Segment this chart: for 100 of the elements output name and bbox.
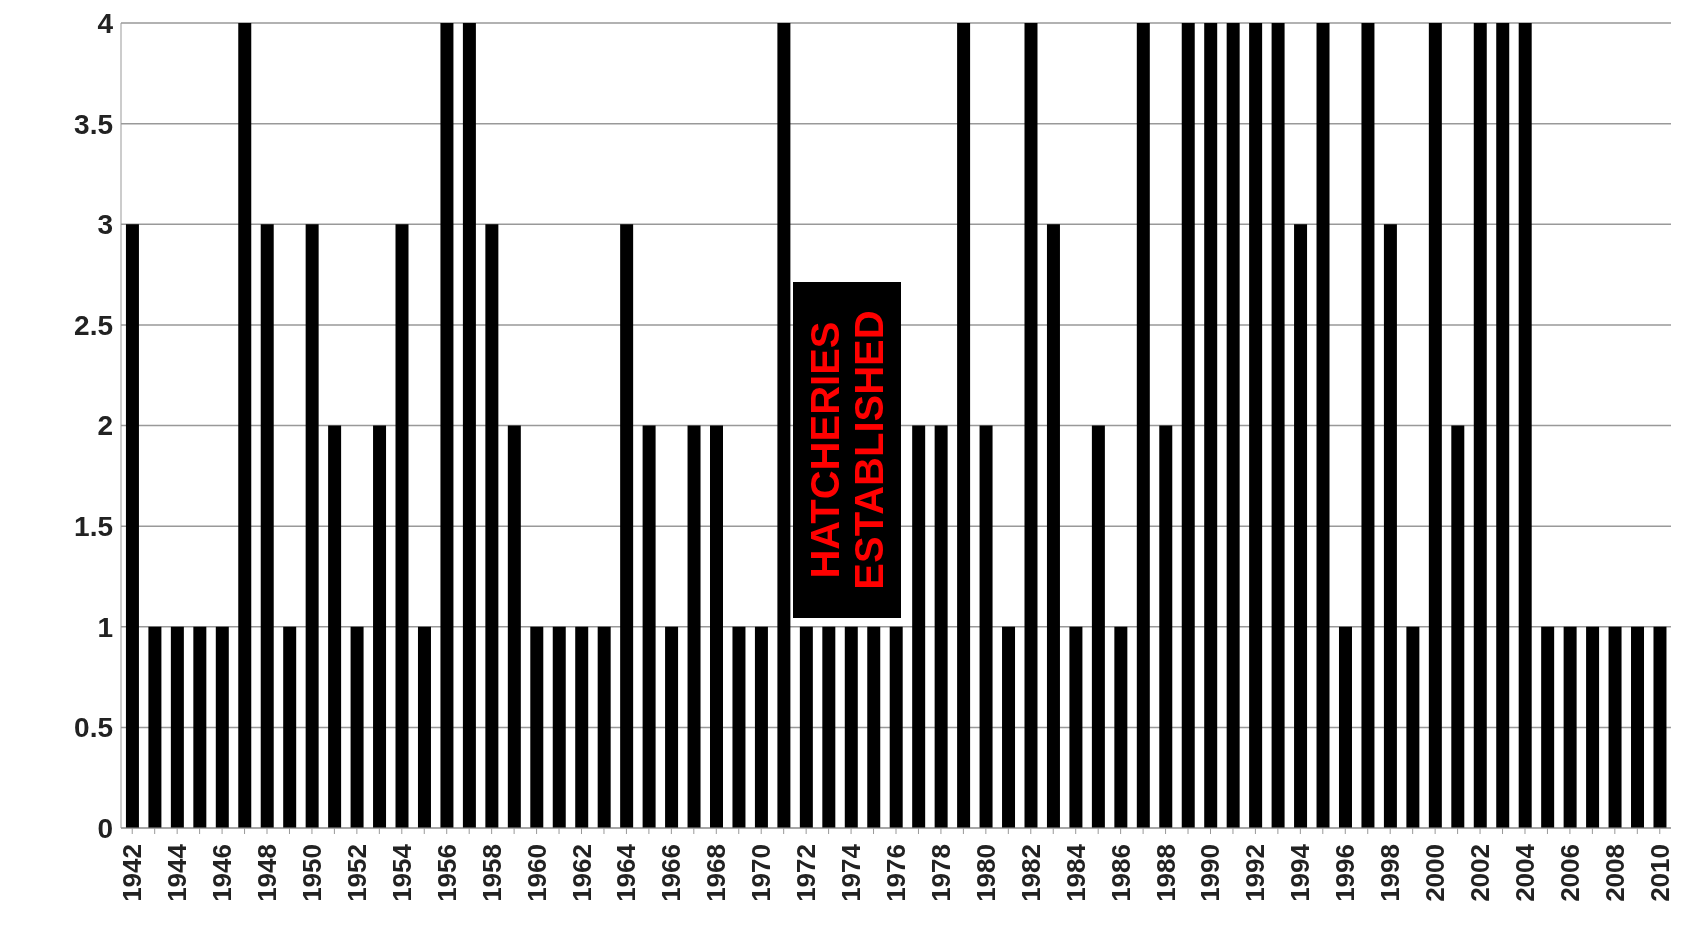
x-tick-label: 2006 <box>1554 844 1585 902</box>
bar <box>1406 626 1420 828</box>
y-tick-label: 0.5 <box>74 712 113 744</box>
x-tick-label: 1948 <box>252 844 283 902</box>
bar <box>1631 626 1645 828</box>
x-tick-label: 1942 <box>117 844 148 902</box>
y-tick-label: 3.5 <box>74 108 113 140</box>
bar <box>732 626 746 828</box>
bar <box>1181 23 1195 828</box>
bar <box>1159 425 1173 828</box>
x-tick-label: 2010 <box>1644 844 1675 902</box>
x-tick-label: 1960 <box>521 844 552 902</box>
bar <box>1608 626 1622 828</box>
x-tick-label: 2000 <box>1420 844 1451 902</box>
x-tick-label: 1970 <box>746 844 777 902</box>
bar <box>687 425 701 828</box>
bar <box>395 224 409 828</box>
x-tick-label: 1958 <box>476 844 507 902</box>
bar <box>1271 23 1285 828</box>
bar <box>1226 23 1240 828</box>
bar <box>1541 626 1555 828</box>
x-tick-label: 1966 <box>656 844 687 902</box>
bar <box>440 23 454 828</box>
bar <box>844 626 858 828</box>
bar <box>1518 23 1532 828</box>
bar <box>957 23 971 828</box>
bar <box>215 626 229 828</box>
bar <box>1338 626 1352 828</box>
bar <box>1046 224 1060 828</box>
bar <box>1249 23 1263 828</box>
bar <box>1069 626 1083 828</box>
bar <box>710 425 723 828</box>
x-tick-label: 2008 <box>1599 844 1630 902</box>
bar <box>1204 23 1218 828</box>
bar <box>148 626 162 828</box>
bar <box>530 626 544 828</box>
bar <box>979 425 993 828</box>
y-tick-label: 3 <box>97 209 113 241</box>
bar <box>1586 626 1600 828</box>
bar <box>350 626 364 828</box>
bar <box>1114 626 1128 828</box>
x-tick-label: 1994 <box>1285 843 1316 902</box>
x-tick-label: 1984 <box>1060 843 1091 902</box>
y-tick-label: 1 <box>97 611 113 643</box>
bar <box>1136 23 1150 828</box>
bar <box>822 626 836 828</box>
bar <box>754 626 768 828</box>
bar <box>777 23 791 828</box>
x-tick-label: 1946 <box>207 844 238 902</box>
bar <box>260 224 274 828</box>
bar <box>507 425 521 828</box>
bar <box>1383 224 1397 828</box>
bar <box>373 425 387 828</box>
bar <box>1361 23 1375 828</box>
bar <box>620 224 634 828</box>
x-tick-label: 1992 <box>1240 844 1271 902</box>
bar <box>1451 425 1465 828</box>
x-tick-label: 1954 <box>386 843 417 902</box>
bar <box>283 626 297 828</box>
y-tick-label: 2 <box>97 410 113 442</box>
x-tick-label: 1972 <box>791 844 822 902</box>
x-tick-label: 1990 <box>1195 844 1226 902</box>
bar <box>125 224 139 828</box>
x-tick-label: 1968 <box>701 844 732 902</box>
x-tick-label: 1978 <box>925 844 956 902</box>
bar <box>1653 626 1667 828</box>
annotation: HATCHERIES ESTABLISHED <box>802 310 891 590</box>
x-tick-label: 2002 <box>1465 844 1496 902</box>
bar <box>552 626 566 828</box>
x-tick-label: 1980 <box>970 844 1001 902</box>
bar <box>417 626 431 828</box>
bar <box>642 425 656 828</box>
bar <box>1002 626 1016 828</box>
bar <box>867 626 881 828</box>
x-tick-label: 1986 <box>1105 844 1136 902</box>
bar <box>665 626 679 828</box>
bar <box>1294 224 1308 828</box>
x-tick-label: 1952 <box>341 844 372 902</box>
bar <box>485 224 499 828</box>
x-tick-label: 1982 <box>1015 844 1046 902</box>
bar <box>799 626 813 828</box>
x-tick-label: 1988 <box>1150 844 1181 902</box>
x-tick-label: 1964 <box>611 843 642 902</box>
x-tick-label: 2004 <box>1509 843 1540 902</box>
x-tick-label: 1950 <box>296 844 327 902</box>
x-tick-label: 1976 <box>881 844 911 902</box>
bar <box>1024 23 1038 828</box>
bar <box>1496 23 1510 828</box>
x-tick-label: 1962 <box>566 844 597 902</box>
y-tick-label: 0 <box>97 812 113 844</box>
bar <box>238 23 252 828</box>
bar <box>912 425 926 828</box>
bar <box>1473 23 1487 828</box>
x-tick-label: 1998 <box>1375 844 1406 902</box>
bar <box>170 626 184 828</box>
bar <box>1091 425 1105 828</box>
bar <box>597 626 611 828</box>
bar <box>1563 626 1577 828</box>
y-tick-label: 2.5 <box>74 309 113 341</box>
bar <box>575 626 589 828</box>
